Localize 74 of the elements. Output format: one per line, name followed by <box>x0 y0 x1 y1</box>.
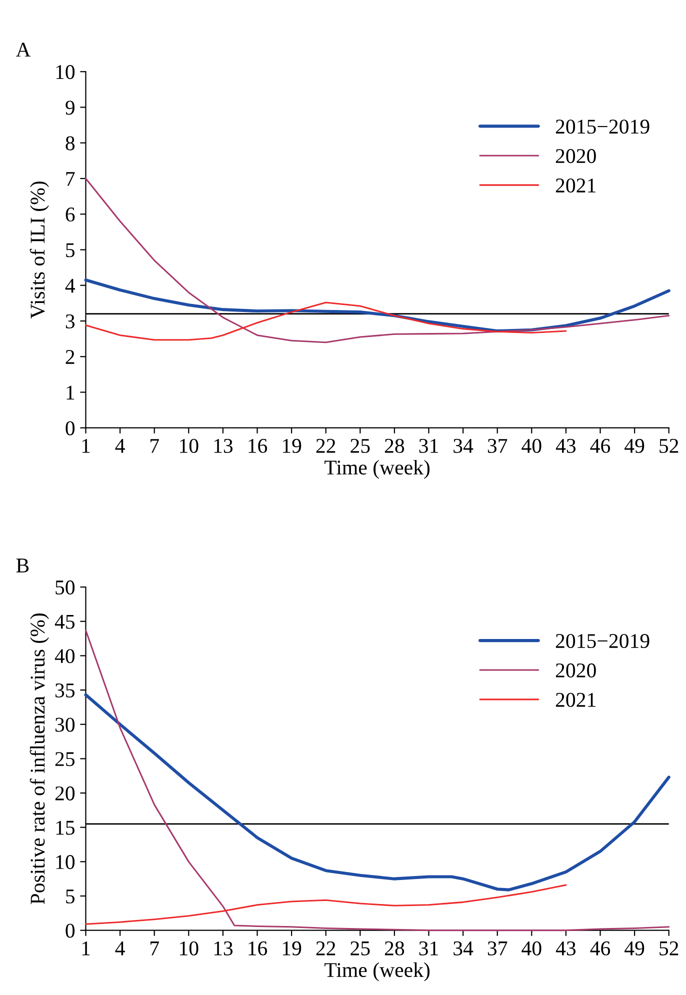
x-tick-label: 31 <box>419 438 438 453</box>
x-tick-label: 1 <box>82 941 90 956</box>
x-tick-label: 16 <box>248 438 268 453</box>
y-tick-label: 8 <box>66 136 75 150</box>
x-tick-label: 19 <box>282 941 302 956</box>
x-tick-label: 37 <box>488 438 508 453</box>
y-tick-label: 25 <box>55 752 75 766</box>
line-series <box>84 884 567 925</box>
x-tick-label: 1 <box>82 438 90 453</box>
chart-title: A <box>16 42 31 57</box>
x-tick-label: 31 <box>419 941 438 956</box>
x-tick-label: 37 <box>488 941 508 956</box>
x-tick-label: 34 <box>454 941 474 956</box>
x-tick-label: 7 <box>150 439 159 453</box>
y-tick-label: 2 <box>66 350 74 364</box>
y-tick-label: 1 <box>66 386 74 400</box>
y-tick-label: 5 <box>66 890 75 904</box>
y-tick-label: 0 <box>66 421 75 436</box>
y-tick-label: 6 <box>66 208 75 222</box>
y-tick-label: 7 <box>66 172 75 186</box>
x-tick-label: 46 <box>590 438 610 453</box>
x-tick-label: 10 <box>180 941 198 956</box>
x-tick-label: 13 <box>214 438 233 453</box>
legend-label: 2021 <box>556 692 596 707</box>
x-tick-label: 25 <box>350 438 370 453</box>
x-tick-label: 46 <box>590 941 610 956</box>
x-tick-label: 40 <box>522 941 542 956</box>
y-tick-label: 45 <box>54 614 75 629</box>
legend-label: 2020 <box>556 149 596 164</box>
x-tick-label: 34 <box>454 438 474 453</box>
legend-label: 2015−2019 <box>556 120 650 134</box>
x-tick-label: 40 <box>522 438 542 453</box>
y-tick-label: 10 <box>56 855 75 870</box>
x-axis-title: Time (week) <box>324 962 430 982</box>
y-tick-label: 4 <box>65 278 76 293</box>
y-tick-label: 40 <box>54 649 75 664</box>
x-tick-label: 52 <box>660 438 678 453</box>
legend-label: 2021 <box>556 178 596 193</box>
legend-label: 2020 <box>556 663 596 678</box>
x-tick-label: 49 <box>624 941 644 956</box>
y-tick-label: 3 <box>66 314 75 328</box>
x-tick-label: 22 <box>316 941 336 956</box>
x-tick-label: 43 <box>556 941 576 956</box>
y-axis-title: Visits of ILI (%) <box>30 182 49 319</box>
x-tick-label: 28 <box>384 941 404 956</box>
y-tick-label: 30 <box>55 718 75 732</box>
x-tick-label: 4 <box>115 941 125 956</box>
x-tick-label: 43 <box>556 438 576 453</box>
y-tick-label: 9 <box>66 100 74 115</box>
x-tick-label: 22 <box>316 438 336 453</box>
x-tick-label: 28 <box>384 438 404 453</box>
line-series <box>84 693 670 892</box>
legend-label: 2015−2019 <box>556 634 650 648</box>
y-tick-label: 0 <box>66 924 75 938</box>
chart-title: B <box>16 558 29 572</box>
y-tick-label: 15 <box>56 820 75 835</box>
x-tick-label: 52 <box>660 941 678 956</box>
y-axis-title: Positive rate of influenza virus (%) <box>30 614 49 904</box>
line-series <box>84 302 567 341</box>
x-tick-label: 4 <box>115 439 125 453</box>
y-tick-label: 10 <box>56 65 75 80</box>
y-tick-label: 20 <box>55 786 75 800</box>
x-tick-label: 13 <box>214 941 233 956</box>
y-tick-label: 50 <box>56 580 75 594</box>
x-tick-label: 7 <box>150 942 159 956</box>
y-tick-label: 5 <box>66 243 75 258</box>
x-axis-title: Time (week) <box>324 460 430 479</box>
x-tick-label: 19 <box>282 438 302 453</box>
x-tick-label: 25 <box>350 941 370 956</box>
x-tick-label: 49 <box>624 438 644 453</box>
y-tick-label: 35 <box>55 683 75 698</box>
x-tick-label: 10 <box>180 438 198 453</box>
x-tick-label: 16 <box>248 941 268 956</box>
line-series <box>84 178 670 344</box>
